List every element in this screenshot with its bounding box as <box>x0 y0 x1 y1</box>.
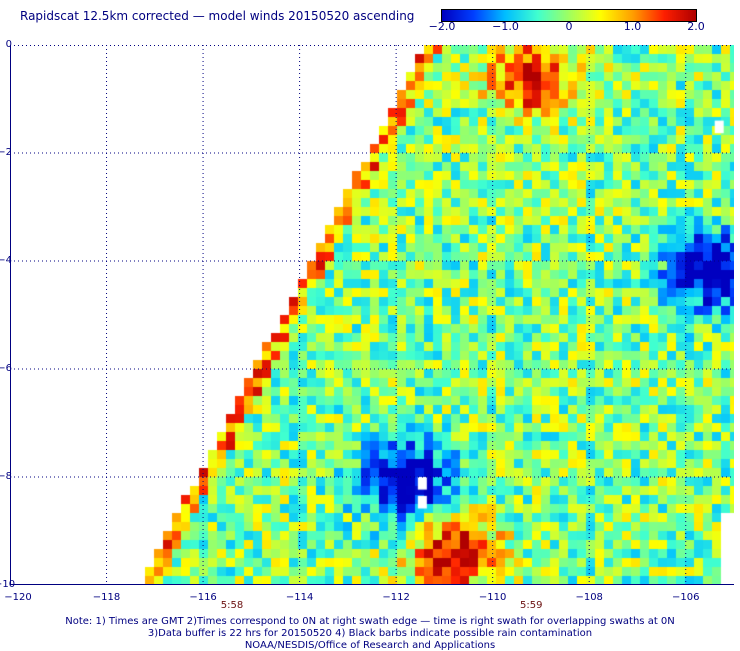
colorbar <box>441 9 697 22</box>
longitude-label: −108 <box>575 592 603 603</box>
colorbar-tick-label: 2.0 <box>687 20 705 33</box>
longitude-label: −118 <box>92 592 121 603</box>
longitude-label: −112 <box>382 592 410 603</box>
longitude-label: −114 <box>285 592 314 603</box>
latitude-label: −10 <box>0 579 16 590</box>
latitude-label: −4 <box>0 255 12 266</box>
map-gridlines <box>10 45 734 585</box>
colorbar-tick-label: 0 <box>565 20 573 33</box>
latitude-label: 0 <box>5 39 12 50</box>
colorbar-tick-label: −1.0 <box>492 20 519 33</box>
longitude-label: −116 <box>189 592 217 603</box>
latitude-label: −2 <box>0 147 12 158</box>
chart-title: Rapidscat 12.5km corrected — model winds… <box>20 9 415 23</box>
longitude-label: −106 <box>671 592 700 603</box>
note-line-3: NOAA/NESDIS/Office of Research and Appli… <box>244 640 496 651</box>
swath-time-label: 5:58 <box>220 600 244 611</box>
latitude-label: −6 <box>0 363 12 374</box>
note-line-2: 3)Data buffer is 22 hrs for 20150520 4) … <box>147 628 593 639</box>
latitude-label: −8 <box>0 471 12 482</box>
swath-time-label: 5:59 <box>520 600 543 611</box>
wind-difference-map <box>10 45 734 585</box>
longitude-label: −120 <box>4 592 32 603</box>
note-line-1: Note: 1) Times are GMT 2)Times correspon… <box>65 616 675 627</box>
longitude-label: −110 <box>478 592 507 603</box>
colorbar-tick-label: −2.0 <box>428 20 456 33</box>
colorbar-tick-label: 1.0 <box>623 20 642 33</box>
